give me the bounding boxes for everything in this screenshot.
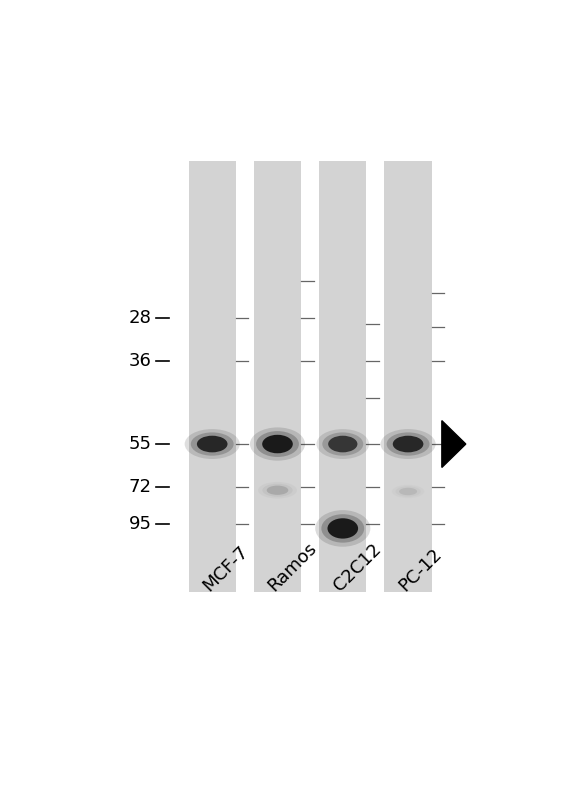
- Ellipse shape: [317, 429, 369, 459]
- Text: 72: 72: [128, 478, 152, 496]
- Bar: [254, 161, 301, 592]
- Bar: [385, 161, 432, 592]
- Bar: [319, 161, 367, 592]
- Ellipse shape: [191, 432, 234, 456]
- Ellipse shape: [322, 432, 363, 456]
- Ellipse shape: [321, 514, 364, 542]
- Ellipse shape: [258, 482, 297, 498]
- Text: 36: 36: [128, 352, 152, 370]
- Ellipse shape: [396, 486, 421, 497]
- Ellipse shape: [256, 431, 299, 457]
- Ellipse shape: [267, 486, 288, 495]
- Text: 55: 55: [128, 435, 152, 453]
- Ellipse shape: [399, 488, 417, 495]
- Polygon shape: [442, 421, 466, 467]
- Ellipse shape: [328, 436, 357, 452]
- Ellipse shape: [392, 485, 424, 498]
- Ellipse shape: [250, 427, 305, 461]
- Bar: [189, 161, 236, 592]
- Ellipse shape: [328, 518, 358, 538]
- Text: 28: 28: [128, 309, 152, 326]
- Ellipse shape: [185, 429, 240, 459]
- Text: Ramos: Ramos: [265, 539, 321, 595]
- Text: MCF-7: MCF-7: [199, 542, 252, 595]
- Text: 95: 95: [128, 515, 152, 533]
- Ellipse shape: [263, 484, 293, 497]
- Ellipse shape: [262, 435, 293, 454]
- Ellipse shape: [315, 510, 370, 546]
- Ellipse shape: [386, 432, 429, 456]
- Text: PC-12: PC-12: [395, 545, 446, 595]
- Ellipse shape: [197, 436, 228, 452]
- Ellipse shape: [381, 429, 436, 459]
- Text: C2C12: C2C12: [330, 540, 385, 595]
- Ellipse shape: [393, 436, 424, 452]
